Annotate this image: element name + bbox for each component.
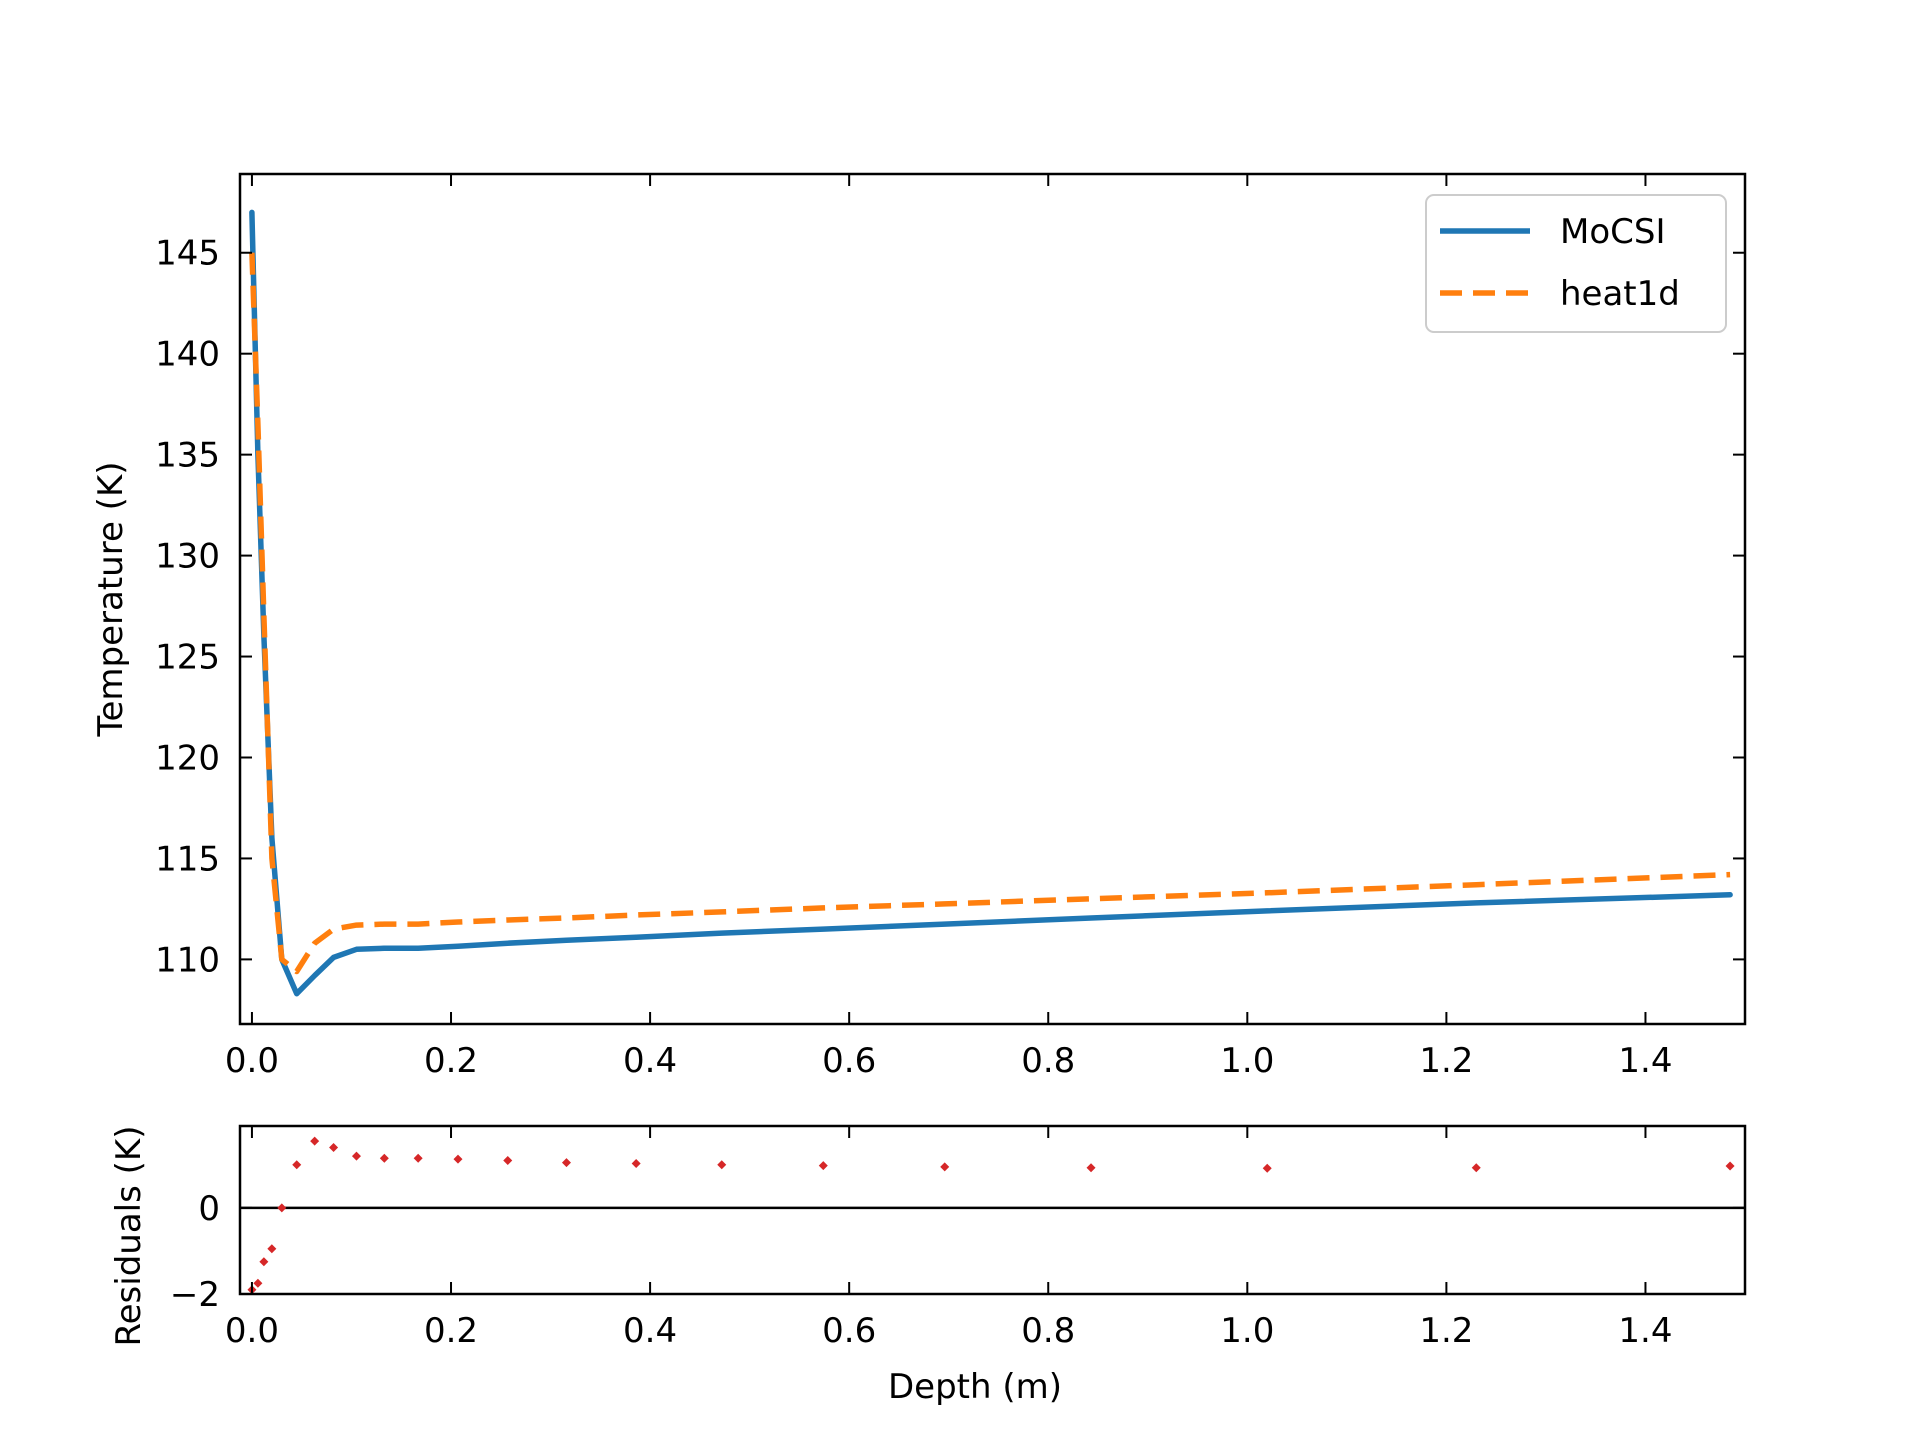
residual-point [267,1244,277,1254]
temperature-y-tick-label: 125 [155,638,220,678]
depth-x-axis-label: Depth (m) [888,1367,1062,1407]
residual-point [1262,1163,1272,1173]
temperature-y-tick-label: 115 [155,839,220,879]
residual-points [240,1136,1745,1294]
temperature-lines [249,209,1733,997]
temperature-x-tick-label: 1.4 [1618,1041,1672,1081]
residual-x-tick-label: 0.8 [1021,1311,1075,1351]
residual-point [561,1158,571,1168]
residual-x-tick-label: 1.4 [1618,1311,1672,1351]
temperature-ticks: 0.0 0.2 0.4 0.6 0.8 1.0 1.2 1.4 110 115 120 125 130 1… [155,174,1745,1081]
residual-point [329,1143,339,1153]
residual-x-tick-label: 1.2 [1419,1311,1473,1351]
residual-y-tick-label: 0 [198,1189,220,1229]
residual-point [310,1136,320,1146]
temperature-x-tick-label: 0.6 [822,1041,876,1081]
residual-point [1471,1163,1481,1173]
legend: MoCSI heat1d [1425,194,1727,333]
residual-point [818,1161,828,1171]
residual-point [253,1278,263,1288]
temperature-y-tick-label: 110 [155,940,220,980]
residual-point [259,1257,269,1267]
series-line-heat1d [249,252,1731,975]
residual-point [351,1151,361,1161]
residual-point [413,1153,423,1163]
temperature-x-tick-label: 0.0 [225,1041,279,1081]
residuals-y-axis-label: Residuals (K) [109,1126,149,1347]
residual-point [379,1153,389,1163]
legend-label-mocsi: MoCSI [1560,212,1666,252]
residual-point [277,1203,287,1213]
residual-y-tick-label: −2 [170,1275,220,1315]
temperature-x-tick-label: 1.2 [1419,1041,1473,1081]
temperature-y-tick-label: 120 [155,738,220,778]
temperature-y-axis-label: Temperature (K) [91,461,131,737]
residuals-panel: 0.0 0.2 0.4 0.6 0.8 1.0 1.2 1.4 −2 0 Residuals (K… [109,1124,1747,1407]
temperature-x-tick-label: 0.8 [1021,1041,1075,1081]
residual-x-tick-label: 0.2 [424,1311,478,1351]
legend-label-heat1d: heat1d [1560,274,1680,314]
temperature-x-tick-label: 1.0 [1220,1041,1274,1081]
residual-ticks: 0.0 0.2 0.4 0.6 0.8 1.0 1.2 1.4 −2 0 [170,1126,1745,1351]
residual-x-tick-label: 1.0 [1220,1311,1274,1351]
temperature-panel: 0.0 0.2 0.4 0.6 0.8 1.0 1.2 1.4 110 115 120 125 130 1… [91,172,1747,1081]
residual-point [292,1160,302,1170]
residuals-plot-frame [238,1124,1747,1296]
temperature-plot-frame [238,172,1747,1026]
temperature-y-tick-label: 135 [155,436,220,476]
residual-point [631,1158,641,1168]
residual-point [1725,1161,1735,1171]
temperature-y-tick-label: 145 [155,234,220,274]
residual-point [1086,1163,1096,1173]
temperature-y-tick-label: 140 [155,335,220,375]
residual-point [940,1162,950,1172]
residual-x-tick-label: 0.0 [225,1311,279,1351]
temperature-y-tick-label: 130 [155,537,220,577]
temperature-x-tick-label: 0.2 [424,1041,478,1081]
residual-point [717,1160,727,1170]
temperature-x-tick-label: 0.4 [623,1041,677,1081]
residual-point [503,1155,513,1165]
residual-x-tick-label: 0.4 [623,1311,677,1351]
residual-x-tick-label: 0.6 [822,1311,876,1351]
residual-point [453,1154,463,1164]
